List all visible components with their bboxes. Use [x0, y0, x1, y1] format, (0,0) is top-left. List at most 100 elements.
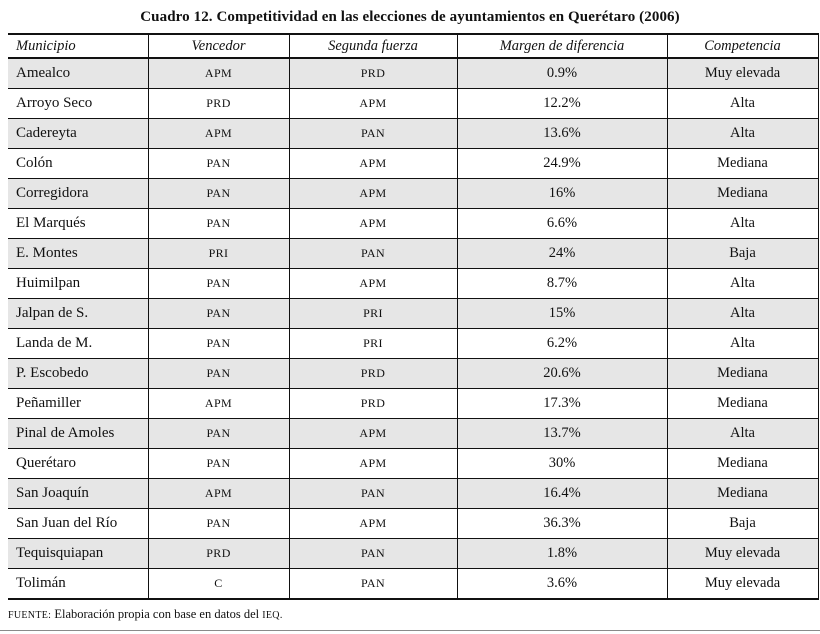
table-cell: APM	[288, 148, 457, 179]
table-cell: 8.7%	[456, 268, 667, 299]
table-cell: 13.6%	[456, 118, 667, 149]
table-cell: PAN	[147, 208, 289, 239]
table-cell: 24%	[456, 238, 667, 269]
table-cell: Mediana	[666, 478, 818, 509]
table-cell: PAN	[147, 448, 289, 479]
table-cell: Alta	[666, 118, 818, 149]
table-cell: PRI	[147, 238, 289, 269]
table-row: Colón PAN APM 24.9% Mediana	[8, 148, 818, 179]
source-note-body: Elaboración propia con base en datos del	[51, 607, 263, 621]
column-header-municipio: Municipio	[8, 34, 148, 59]
table-body: Amealco APM PRD 0.9% Muy elevada Arroyo Seco P…	[8, 58, 818, 600]
table-cell: 6.6%	[456, 208, 667, 239]
table-cell: APM	[288, 268, 457, 299]
table-cell: PRD	[147, 538, 289, 569]
table-cell: Peñamiller	[8, 388, 148, 419]
table-cell: PRI	[288, 298, 457, 329]
table-cell: PAN	[147, 298, 289, 329]
table-row: Huimilpan PAN APM 8.7% Alta	[8, 268, 818, 299]
table-cell: PAN	[288, 538, 457, 569]
table-cell: APM	[288, 178, 457, 209]
table-row: Amealco APM PRD 0.9% Muy elevada	[8, 58, 818, 89]
source-note: FUENTE: Elaboración propia con base en d…	[8, 607, 820, 623]
source-note-prefix: FUENTE:	[8, 610, 52, 621]
table-cell: P. Escobedo	[8, 358, 148, 389]
column-header-margen: Margen de diferencia	[456, 34, 667, 59]
table-row: Arroyo Seco PRD APM 12.2% Alta	[8, 88, 818, 119]
table-cell: PRD	[288, 388, 457, 419]
table-header-row: Municipio Vencedor Segunda fuerza Margen…	[8, 34, 818, 59]
table-cell: 24.9%	[456, 148, 667, 179]
table-row: Pinal de Amoles PAN APM 13.7% Alta	[8, 418, 818, 449]
table-cell: APM	[288, 418, 457, 449]
table-cell: El Marqués	[8, 208, 148, 239]
table-cell: PAN	[147, 178, 289, 209]
table-cell: PAN	[147, 268, 289, 299]
table-cell: San Juan del Río	[8, 508, 148, 539]
table-row: Peñamiller APM PRD 17.3% Mediana	[8, 388, 818, 419]
table-cell: C	[147, 568, 289, 600]
table-cell: E. Montes	[8, 238, 148, 269]
table-cell: 30%	[456, 448, 667, 479]
table-cell: Muy elevada	[666, 58, 818, 89]
table-cell: Jalpan de S.	[8, 298, 148, 329]
table-cell: Alta	[666, 328, 818, 359]
table-cell: PAN	[288, 478, 457, 509]
column-header-competencia: Competencia	[666, 34, 818, 59]
table-row: San Juan del Río PAN APM 36.3% Baja	[8, 508, 818, 539]
table-cell: Pinal de Amoles	[8, 418, 148, 449]
table-cell: 6.2%	[456, 328, 667, 359]
table-cell: Amealco	[8, 58, 148, 89]
column-header-segunda-fuerza: Segunda fuerza	[288, 34, 457, 59]
table-cell: 16.4%	[456, 478, 667, 509]
table-cell: Alta	[666, 208, 818, 239]
table-cell: Alta	[666, 418, 818, 449]
table-cell: APM	[288, 208, 457, 239]
table-cell: 17.3%	[456, 388, 667, 419]
table-cell: Tolimán	[8, 568, 148, 600]
table-cell: 20.6%	[456, 358, 667, 389]
table-cell: Querétaro	[8, 448, 148, 479]
table-cell: Cadereyta	[8, 118, 148, 149]
table-cell: Mediana	[666, 448, 818, 479]
table-cell: 15%	[456, 298, 667, 329]
table-row: Landa de M. PAN PRI 6.2% Alta	[8, 328, 818, 359]
table-cell: Corregidora	[8, 178, 148, 209]
source-note-suffix: IEQ.	[262, 610, 283, 621]
table-cell: 36.3%	[456, 508, 667, 539]
table-cell: Muy elevada	[666, 568, 818, 600]
table-cell: Landa de M.	[8, 328, 148, 359]
table-row: Querétaro PAN APM 30% Mediana	[8, 448, 818, 479]
table-cell: 1.8%	[456, 538, 667, 569]
table-cell: PAN	[147, 418, 289, 449]
table-cell: Arroyo Seco	[8, 88, 148, 119]
table-cell: Baja	[666, 508, 818, 539]
table-cell: PRD	[288, 358, 457, 389]
table-cell: 13.7%	[456, 418, 667, 449]
table-cell: PAN	[147, 508, 289, 539]
table-cell: PAN	[288, 568, 457, 600]
table-cell: PAN	[288, 238, 457, 269]
table-row: Corregidora PAN APM 16% Mediana	[8, 178, 818, 209]
table-caption: Cuadro 12. Competitividad en las eleccio…	[140, 9, 680, 25]
table-cell: PRD	[147, 88, 289, 119]
table-cell: Huimilpan	[8, 268, 148, 299]
table-cell: Baja	[666, 238, 818, 269]
table-cell: Mediana	[666, 388, 818, 419]
table-cell: 12.2%	[456, 88, 667, 119]
table-cell: PAN	[147, 148, 289, 179]
table-row: Cadereyta APM PAN 13.6% Alta	[8, 118, 818, 149]
table-cell: 0.9%	[456, 58, 667, 89]
table-cell: APM	[147, 58, 289, 89]
table-cell: 16%	[456, 178, 667, 209]
table-cell: PAN	[147, 328, 289, 359]
table-cell: PAN	[147, 358, 289, 389]
table-cell: Alta	[666, 268, 818, 299]
table-row: El Marqués PAN APM 6.6% Alta	[8, 208, 818, 239]
table-cell: Muy elevada	[666, 538, 818, 569]
table-row: E. Montes PRI PAN 24% Baja	[8, 238, 818, 269]
table-cell: PRD	[288, 58, 457, 89]
table-row: Jalpan de S. PAN PRI 15% Alta	[8, 298, 818, 329]
table-cell: 3.6%	[456, 568, 667, 600]
